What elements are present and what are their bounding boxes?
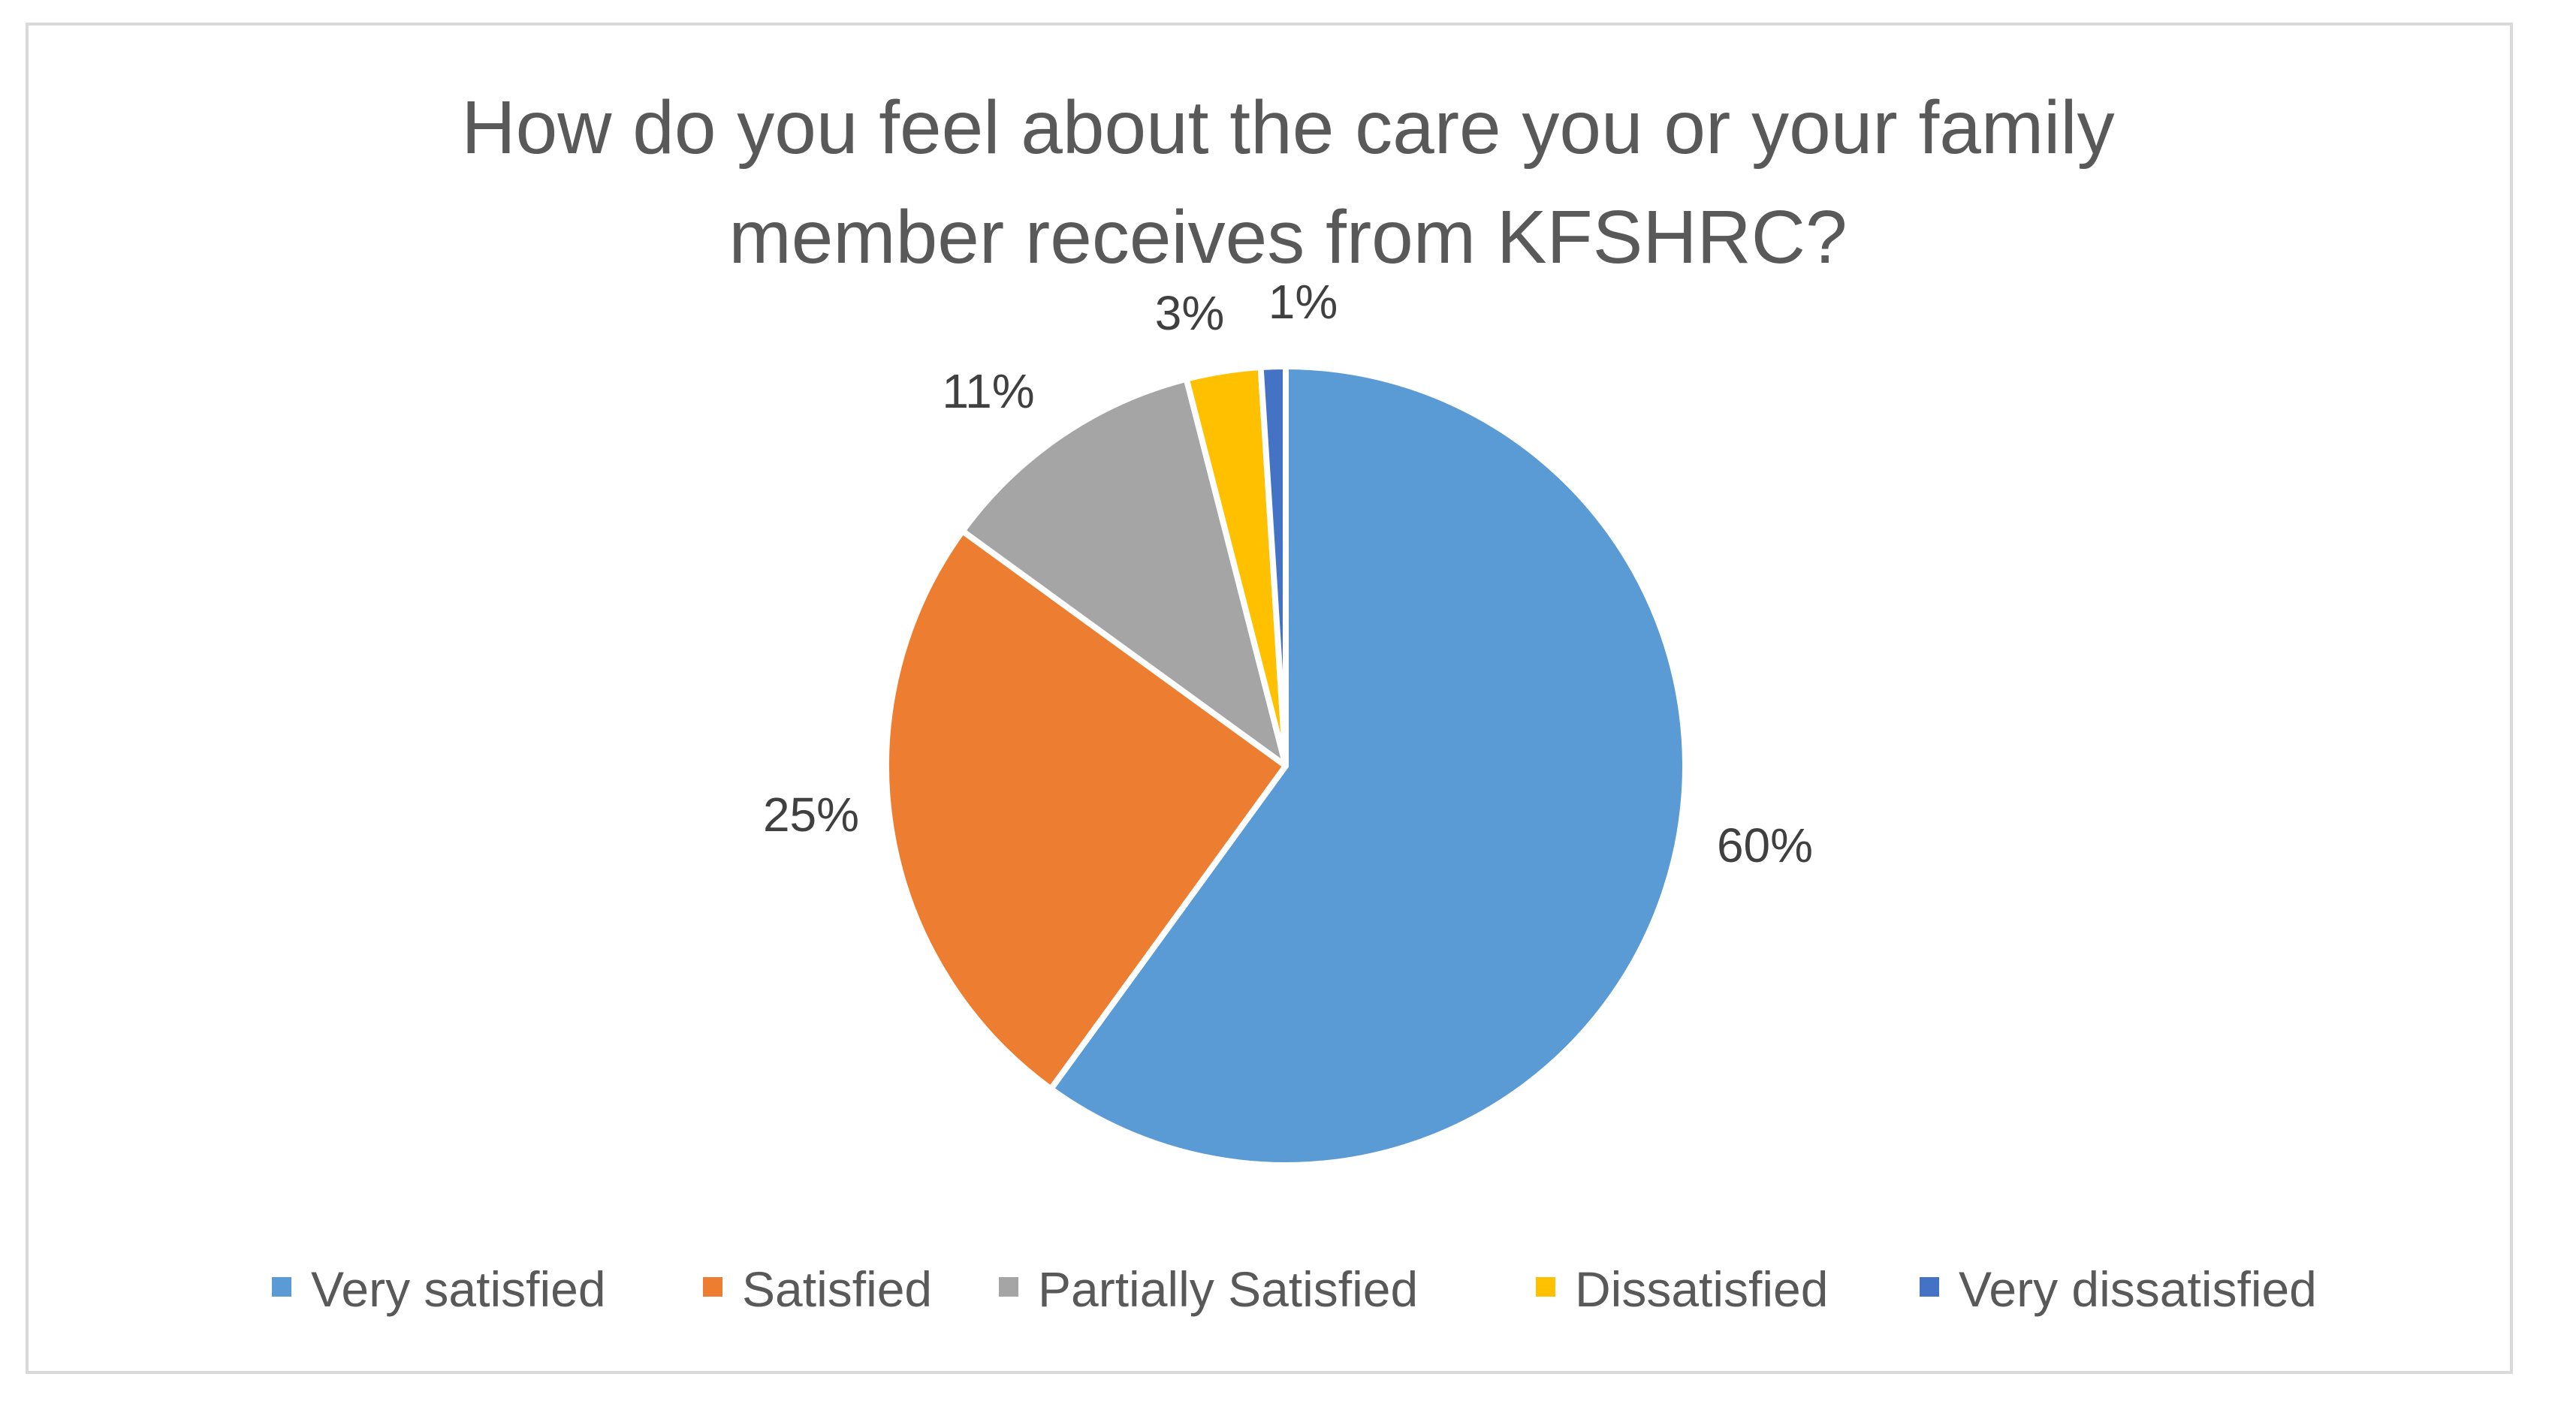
chart-title-line-1: How do you feel about the care you or yo… (461, 86, 2114, 170)
legend-label-satisfied: Satisfied (742, 1261, 932, 1317)
pie-slice-partially-satisfied (959, 375, 1289, 769)
data-label-very-satisfied: 60% (1717, 818, 1813, 872)
legend-marker-dissatisfied (1536, 1277, 1555, 1297)
legend-marker-partially-satisfied (999, 1277, 1018, 1297)
data-label-very-dissatisfied: 1% (1268, 275, 1338, 329)
legend-marker-satisfied (703, 1277, 722, 1297)
legend-marker-very-dissatisfied (1920, 1277, 1939, 1297)
data-label-dissatisfied: 3% (1155, 286, 1225, 340)
pie-slice-satisfied (883, 528, 1289, 1092)
data-label-partially-satisfied: 11% (942, 364, 1034, 418)
legend: Very satisfied Satisfied Partially Satisfi… (272, 1261, 2317, 1317)
pie-slice-very-satisfied (1048, 363, 1688, 1168)
legend-marker-very-satisfied (272, 1277, 291, 1297)
pie-slices (883, 363, 1688, 1168)
legend-label-dissatisfied: Dissatisfied (1575, 1261, 1828, 1317)
chart-title-line-2: member receives from KFSHRC? (728, 195, 1847, 279)
legend-label-very-satisfied: Very satisfied (311, 1261, 606, 1317)
pie-slice-very-dissatisfied (1257, 363, 1289, 769)
data-labels: 60% 25% 11% 3% 1% (763, 275, 1813, 872)
legend-label-partially-satisfied: Partially Satisfied (1038, 1261, 1418, 1317)
data-label-satisfied: 25% (763, 788, 859, 842)
legend-label-very-dissatisfied: Very dissatisfied (1959, 1261, 2317, 1317)
